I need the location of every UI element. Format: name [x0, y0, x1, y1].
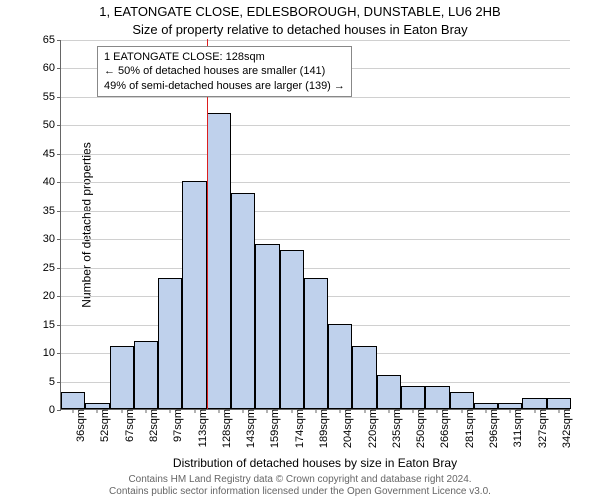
gridline: [61, 97, 570, 98]
y-tick-label: 25: [43, 262, 61, 274]
y-tick-label: 0: [49, 404, 61, 416]
histogram-bar: [255, 244, 279, 409]
x-tick-label: 189sqm: [312, 409, 330, 448]
histogram-bar: [425, 386, 449, 409]
histogram-bar: [207, 113, 231, 409]
y-tick-label: 10: [43, 347, 61, 359]
histogram-bar: [280, 250, 304, 409]
gridline: [61, 268, 570, 269]
footer-line1: Contains HM Land Registry data © Crown c…: [0, 474, 600, 486]
gridline: [61, 125, 570, 126]
x-tick-label: 143sqm: [239, 409, 257, 448]
histogram-bar: [401, 386, 425, 409]
x-tick-label: 174sqm: [288, 409, 306, 448]
histogram-bar: [231, 193, 255, 409]
y-tick-label: 20: [43, 290, 61, 302]
histogram-bar: [352, 346, 376, 409]
x-tick-label: 82sqm: [142, 409, 160, 442]
chart-title-line2: Size of property relative to detached ho…: [0, 22, 600, 37]
plot-area: 0510152025303540455055606536sqm52sqm67sq…: [60, 40, 570, 410]
x-tick-label: 97sqm: [166, 409, 184, 442]
annotation-line: 1 EATONGATE CLOSE: 128sqm: [104, 50, 345, 64]
gridline: [61, 40, 570, 41]
histogram-bar: [304, 278, 328, 409]
histogram-bar: [522, 398, 546, 409]
annotation-line: ← 50% of detached houses are smaller (14…: [104, 64, 345, 78]
histogram-bar: [377, 375, 401, 409]
gridline: [61, 154, 570, 155]
x-tick-label: 266sqm: [433, 409, 451, 448]
x-tick-label: 250sqm: [409, 409, 427, 448]
histogram-bar: [328, 324, 352, 409]
histogram-bar: [110, 346, 134, 409]
x-tick-label: 204sqm: [336, 409, 354, 448]
chart-title-line1: 1, EATONGATE CLOSE, EDLESBOROUGH, DUNSTA…: [0, 4, 600, 19]
histogram-bar: [450, 392, 474, 409]
x-tick-label: 235sqm: [385, 409, 403, 448]
x-tick-label: 281sqm: [458, 409, 476, 448]
histogram-bar: [547, 398, 571, 409]
y-tick-label: 30: [43, 233, 61, 245]
x-tick-label: 159sqm: [263, 409, 281, 448]
x-tick-label: 128sqm: [215, 409, 233, 448]
y-tick-label: 5: [49, 376, 61, 388]
annotation-box: 1 EATONGATE CLOSE: 128sqm← 50% of detach…: [97, 46, 352, 97]
footer-line2: Contains public sector information licen…: [0, 486, 600, 498]
y-tick-label: 65: [43, 34, 61, 46]
y-tick-label: 60: [43, 62, 61, 74]
x-tick-label: 296sqm: [482, 409, 500, 448]
x-axis-label: Distribution of detached houses by size …: [60, 456, 570, 470]
histogram-bar: [158, 278, 182, 409]
y-tick-label: 40: [43, 176, 61, 188]
x-tick-label: 311sqm: [506, 409, 524, 447]
chart-container: 1, EATONGATE CLOSE, EDLESBOROUGH, DUNSTA…: [0, 0, 600, 500]
gridline: [61, 182, 570, 183]
x-tick-label: 342sqm: [555, 409, 573, 448]
histogram-bar: [61, 392, 85, 409]
x-tick-label: 113sqm: [191, 409, 209, 447]
x-tick-label: 52sqm: [93, 409, 111, 442]
annotation-line: 49% of semi-detached houses are larger (…: [104, 79, 345, 93]
y-tick-label: 35: [43, 205, 61, 217]
y-tick-label: 50: [43, 119, 61, 131]
y-tick-label: 15: [43, 319, 61, 331]
x-tick-label: 327sqm: [531, 409, 549, 448]
gridline: [61, 211, 570, 212]
gridline: [61, 239, 570, 240]
y-tick-label: 45: [43, 148, 61, 160]
histogram-bar: [134, 341, 158, 409]
x-tick-label: 36sqm: [69, 409, 87, 442]
x-tick-label: 220sqm: [361, 409, 379, 448]
x-tick-label: 67sqm: [118, 409, 136, 442]
histogram-bar: [182, 181, 206, 409]
footer-attribution: Contains HM Land Registry data © Crown c…: [0, 474, 600, 498]
y-tick-label: 55: [43, 91, 61, 103]
